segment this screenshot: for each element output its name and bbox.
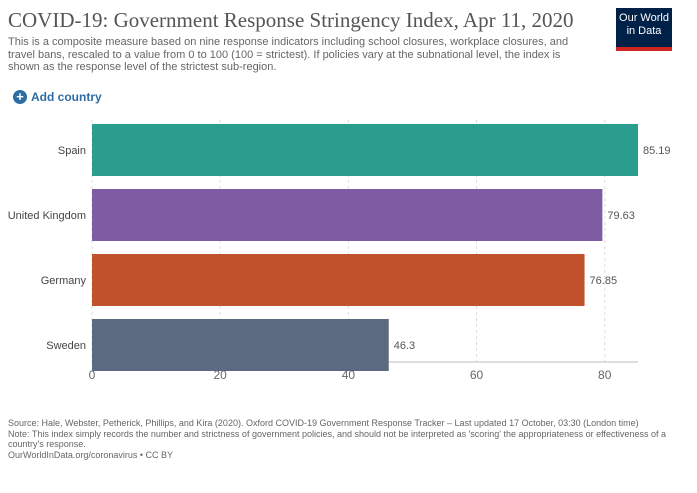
category-label: Germany [41,275,87,287]
data-label: 85.19 [643,145,671,157]
chart-subtitle: This is a composite measure based on nin… [8,36,588,74]
bar [92,254,585,306]
policy-note: Note: This index simply records the numb… [8,429,668,450]
add-country-label: Add country [31,90,102,104]
source-note: Source: Hale, Webster, Petherick, Philli… [8,418,668,429]
x-tick-label: 60 [470,368,484,382]
bar [92,124,638,176]
plus-circle-icon: + [13,90,27,104]
add-country-button[interactable]: + Add country [13,90,102,104]
bar [92,189,602,241]
chart-footer: Source: Hale, Webster, Petherick, Philli… [8,418,668,460]
data-label: 76.85 [590,275,618,287]
logo-line-1: Our World [616,12,672,25]
x-tick-label: 80 [598,368,612,382]
data-label: 79.63 [607,210,635,222]
data-label: 46.3 [394,340,415,352]
category-label: Sweden [46,340,86,352]
chart-title: COVID-19: Government Response Stringency… [8,8,608,33]
bar [92,319,389,371]
logo-line-2: in Data [616,25,672,38]
category-label: Spain [58,145,86,157]
category-label: United Kingdom [8,210,86,222]
owid-logo[interactable]: Our World in Data [616,8,672,51]
license-link[interactable]: OurWorldInData.org/coronavirus • CC BY [8,450,668,461]
